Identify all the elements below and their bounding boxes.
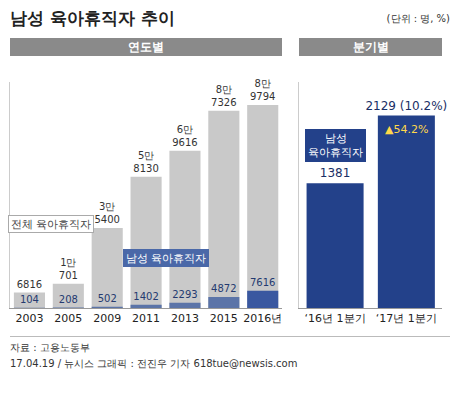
svg-text:6만9616: 6만9616 bbox=[172, 124, 197, 148]
svg-text:‘16년 1분기: ‘16년 1분기 bbox=[305, 312, 366, 325]
svg-text:‘17년 1분기: ‘17년 1분기 bbox=[376, 312, 437, 325]
svg-text:2016년: 2016년 bbox=[243, 312, 282, 325]
svg-text:2003: 2003 bbox=[15, 312, 43, 325]
svg-text:2009: 2009 bbox=[93, 312, 121, 325]
svg-text:2129 (10.2%): 2129 (10.2%) bbox=[365, 99, 447, 113]
svg-text:502: 502 bbox=[98, 293, 117, 304]
svg-text:8만7326: 8만7326 bbox=[211, 84, 236, 108]
svg-text:5만8130: 5만8130 bbox=[133, 150, 158, 174]
svg-text:2013: 2013 bbox=[171, 312, 199, 325]
svg-text:104: 104 bbox=[20, 294, 39, 305]
svg-text:남성육아휴직자: 남성육아휴직자 bbox=[308, 132, 363, 159]
html-text:자료 : 고용노동부: 자료 : 고용노동부 bbox=[10, 342, 90, 353]
svg-text:남성 육아휴직자: 남성 육아휴직자 bbox=[126, 252, 206, 264]
html-text:17.04.19 / 뉴시스 그래픽 : 전진우 기자 61: 17.04.19 / 뉴시스 그래픽 : 전진우 기자 618tue@newsi… bbox=[10, 358, 298, 369]
svg-text:3만5400: 3만5400 bbox=[94, 201, 119, 225]
svg-text:7616: 7616 bbox=[250, 277, 275, 288]
svg-text:2015: 2015 bbox=[210, 312, 238, 325]
html-text:남성 육아휴직자 추이: 남성 육아휴직자 추이 bbox=[10, 8, 175, 28]
html-text:연도별: 연도별 bbox=[128, 40, 164, 54]
svg-text:4872: 4872 bbox=[211, 283, 236, 294]
svg-text:2293: 2293 bbox=[172, 289, 197, 300]
svg-text:2005: 2005 bbox=[54, 312, 82, 325]
svg-text:8만9794: 8만9794 bbox=[250, 78, 275, 102]
html-text:분기별: 분기별 bbox=[352, 40, 389, 54]
svg-text:208: 208 bbox=[59, 294, 78, 305]
svg-text:1만701: 1만701 bbox=[59, 257, 78, 281]
html-text:(단위 : 명, %): (단위 : 명, %) bbox=[386, 13, 450, 24]
svg-text:1381: 1381 bbox=[320, 166, 351, 180]
svg-text:6816: 6816 bbox=[17, 279, 42, 290]
svg-text:▲54.2%: ▲54.2% bbox=[385, 123, 428, 136]
svg-text:1402: 1402 bbox=[133, 291, 158, 302]
svg-text:2011: 2011 bbox=[132, 312, 160, 325]
svg-text:전체 육아휴직자: 전체 육아휴직자 bbox=[11, 218, 91, 230]
